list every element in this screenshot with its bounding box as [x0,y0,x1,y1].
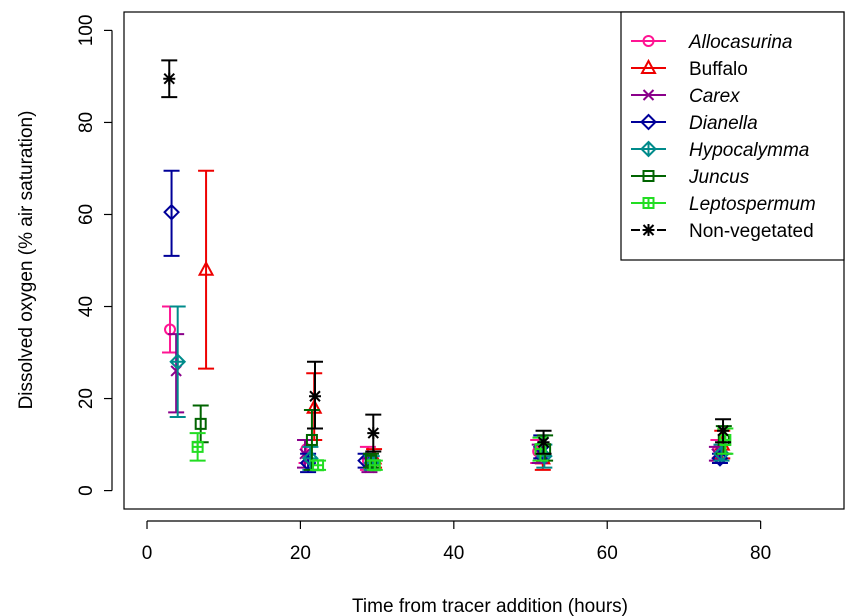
point-leptospermum [191,440,204,453]
legend-item-leptospermum: Leptospermum [631,194,816,215]
legend-item-buffalo: Buffalo [631,58,748,80]
y-tick-label: 40 [76,296,97,317]
point-non-vegetated [163,72,176,85]
error-bar-carex [168,333,185,414]
legend-box [620,11,845,261]
legend-marker [642,224,655,236]
error-bar-dianella [163,169,180,257]
legend-item-dianella: Dianella [631,113,758,134]
x-tick-label: 80 [750,543,771,564]
point-non-vegetated [717,424,730,437]
point-dianella [163,203,180,221]
legend-marker [642,197,655,209]
x-tick-label: 40 [443,543,464,564]
y-tick-label: 20 [76,388,97,409]
point-leptospermum [312,459,325,472]
legend-item-juncus: Juncus [631,167,750,188]
legend-item-carex: Carex [631,86,741,107]
y-tick-label: 0 [76,485,97,496]
legend-item-allocasurina: Allocasurina [631,32,793,53]
legend-item-hypocalymma: Hypocalymma [631,140,809,161]
legend-label: Dianella [689,113,758,134]
point-non-vegetated [367,427,380,440]
point-dianella [711,449,729,467]
point-non-vegetated [308,390,321,403]
point-juncus [194,417,207,430]
legend-marker [642,89,655,101]
legend-marker [642,170,655,182]
point-hypocalymma [169,353,187,371]
error-bar-buffalo [198,169,215,370]
x-axis-label: Time from tracer addition (hours) [352,596,628,616]
y-tick-label: 80 [76,112,97,133]
axes: 0 20 40 60 80 0 20 40 60 80 100 [76,15,771,564]
legend: Allocasurina Buffalo Carex Dianella Hypocaly… [620,11,845,261]
legend-marker [640,113,657,131]
legend-item-non-vegetated: Non-vegetated [631,221,814,242]
y-tick-label: 60 [76,204,97,225]
point-non-vegetated [537,436,550,449]
x-tick-label: 0 [142,543,153,564]
point-hypocalymma [301,449,319,467]
legend-label: Hypocalymma [689,140,809,161]
point-leptospermum [368,459,381,472]
point-buffalo [197,260,215,276]
legend-label: Non-vegetated [689,221,814,242]
legend-label: Buffalo [689,59,748,80]
plot-area [161,59,734,474]
legend-marker [642,35,655,47]
series-non-vegetated [161,59,732,455]
y-tick-label: 100 [76,15,97,47]
y-axis-label: Dissolved oxygen (% air saturation) [16,111,37,410]
point-juncus [305,433,318,446]
x-tick-label: 60 [597,543,618,564]
legend-marker [640,58,657,74]
x-tick-label: 20 [290,543,311,564]
legend-marker [640,140,657,158]
legend-label: Leptospermum [689,194,816,215]
legend-label: Allocasurina [688,32,793,53]
legend-label: Carex [689,86,741,107]
legend-label: Juncus [688,167,750,188]
